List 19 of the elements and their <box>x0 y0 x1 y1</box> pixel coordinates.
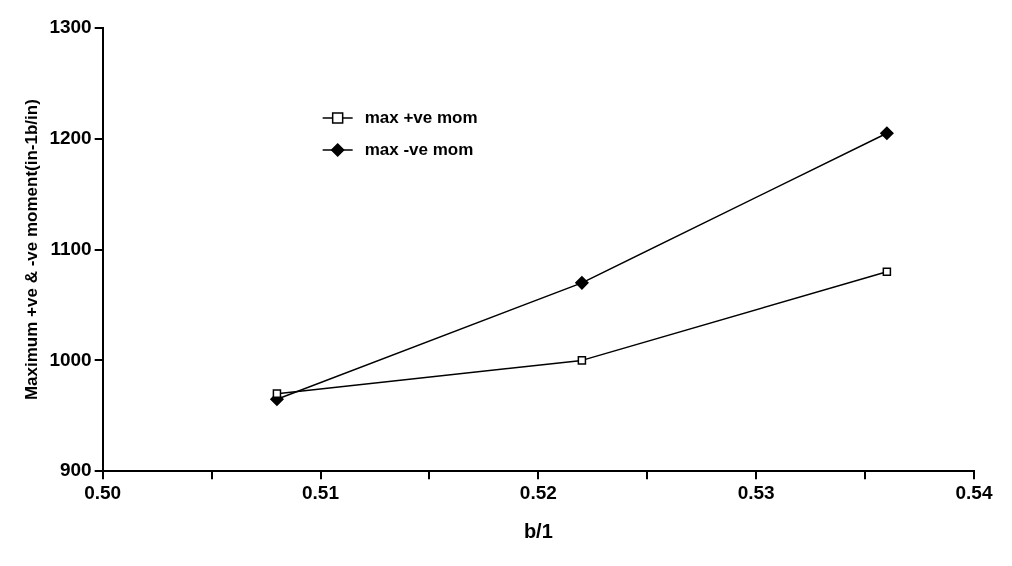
x-tick-label: 0.54 <box>955 481 993 503</box>
point <box>577 356 587 365</box>
y-tick-label: 1200 <box>49 127 92 149</box>
x-tick-label: 0.52 <box>519 481 557 503</box>
point <box>882 267 892 277</box>
y-tick-label: 1000 <box>49 348 92 370</box>
x-tick-label: 0.50 <box>84 481 122 503</box>
x-tick-label: 0.51 <box>302 481 340 503</box>
point <box>575 276 589 290</box>
x-axis-title: b/1 <box>523 519 553 542</box>
legend-label: max -ve mom <box>364 139 474 159</box>
point <box>272 389 282 398</box>
y-tick-label: 900 <box>59 459 92 481</box>
legend-label: max +ve mom <box>364 107 478 127</box>
y-axis-title: Maximum +ve & -ve moment(in-1b/in) <box>21 99 41 401</box>
y-tick-label: 1300 <box>49 16 92 38</box>
point <box>880 126 894 141</box>
y-tick-label: 1100 <box>50 237 92 259</box>
x-tick-label: 0.53 <box>737 481 775 503</box>
